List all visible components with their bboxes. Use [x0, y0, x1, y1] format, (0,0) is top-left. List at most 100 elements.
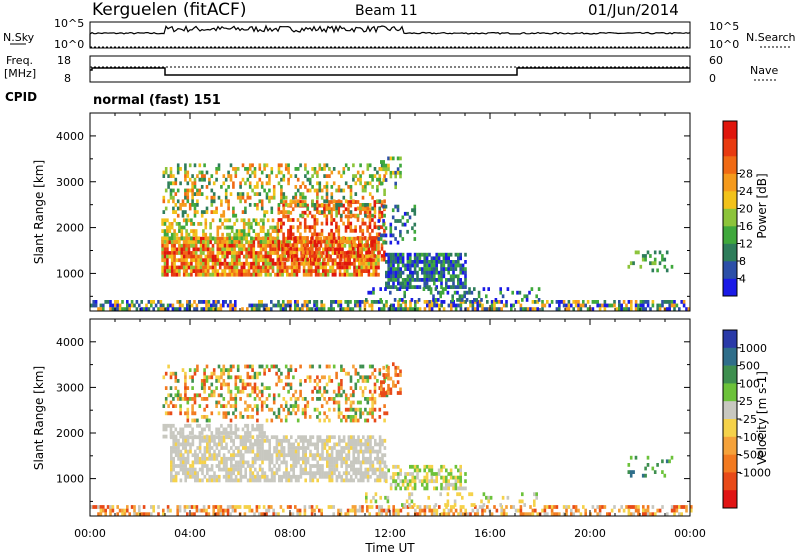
heatmap-cell: [197, 240, 200, 244]
heatmap-cell: [157, 300, 160, 304]
heatmap-cell: [670, 300, 674, 304]
heatmap-cell: [294, 239, 297, 244]
heatmap-cell: [275, 438, 279, 443]
heatmap-cell: [211, 254, 215, 259]
heatmap-cell: [533, 503, 536, 507]
heatmap-cell: [685, 508, 688, 513]
heatmap-cell: [195, 505, 199, 509]
heatmap-cell: [337, 386, 341, 390]
heatmap-cell: [404, 505, 407, 509]
nave-label: Nave: [750, 64, 778, 77]
heatmap-cell: [163, 236, 167, 241]
heatmap-cell: [394, 486, 398, 491]
heatmap-cell: [358, 300, 362, 304]
heatmap-cell: [210, 467, 214, 472]
heatmap-cell: [439, 294, 442, 299]
heatmap-cell: [216, 240, 220, 244]
heatmap-cell: [353, 251, 356, 255]
heatmap-cell: [416, 505, 419, 509]
heatmap-cell: [262, 307, 266, 311]
heatmap-cell: [391, 208, 395, 213]
heatmap-cell: [332, 505, 335, 509]
heatmap-cell: [218, 243, 222, 248]
heatmap-cell: [304, 163, 307, 168]
heatmap-cell: [423, 281, 426, 286]
heatmap-cell: [163, 254, 167, 259]
heatmap-cell: [506, 495, 510, 500]
heatmap-cell: [217, 195, 221, 200]
heatmap-cell: [333, 460, 336, 465]
heatmap-cell: [449, 468, 453, 473]
heatmap-cell: [445, 256, 448, 261]
heatmap-cell: [458, 492, 462, 497]
heatmap-cell: [284, 246, 288, 251]
heatmap-cell: [373, 174, 377, 178]
heatmap-cell: [298, 265, 301, 270]
heatmap-cell: [164, 397, 168, 401]
heatmap-cell: [244, 434, 247, 439]
heatmap-cell: [191, 379, 194, 383]
heatmap-cell: [218, 251, 222, 255]
heatmap-cell: [344, 393, 348, 398]
heatmap-cell: [399, 163, 402, 168]
heatmap-cell: [359, 467, 363, 472]
heatmap-cell: [423, 285, 426, 289]
heatmap-cell: [459, 252, 462, 257]
heatmap-cell: [392, 270, 395, 275]
heatmap-cell: [329, 265, 332, 270]
heatmap-cell: [663, 300, 667, 304]
heatmap-cell: [190, 258, 193, 263]
heatmap-cell: [558, 512, 561, 517]
heatmap-cell: [490, 300, 494, 304]
heatmap-cell: [204, 236, 208, 241]
heatmap-cell: [194, 478, 197, 483]
heatmap-cell: [266, 265, 270, 270]
heatmap-cell: [203, 464, 207, 468]
heatmap-cell: [428, 285, 431, 289]
heatmap-cell: [203, 438, 207, 443]
heatmap-cell: [211, 243, 215, 248]
heatmap-cell: [359, 236, 362, 240]
heatmap-cell: [214, 272, 217, 277]
heatmap-cell: [222, 427, 226, 432]
heatmap-cell: [238, 251, 241, 255]
heatmap-cell: [304, 435, 307, 440]
heatmap-cell: [394, 373, 397, 377]
heatmap-cell: [210, 453, 214, 458]
heatmap-cell: [459, 464, 462, 469]
heatmap-cell: [404, 303, 407, 308]
heatmap-cell: [329, 243, 332, 248]
heatmap-cell: [235, 243, 239, 248]
heatmap-cell: [206, 456, 209, 461]
heatmap-cell: [409, 256, 412, 261]
heatmap-cell: [221, 254, 224, 259]
heatmap-cell: [280, 163, 283, 168]
heatmap-cell: [403, 503, 406, 507]
heatmap-cell: [371, 243, 374, 248]
heatmap-cell: [177, 438, 180, 443]
heatmap-cell: [282, 446, 286, 450]
heatmap-cell: [485, 294, 488, 299]
heatmap-cell: [210, 307, 213, 311]
heatmap-cell: [180, 261, 184, 266]
heatmap-cell: [461, 270, 465, 275]
heatmap-cell: [356, 400, 360, 405]
heatmap-cell: [320, 393, 324, 398]
heatmap-cell: [316, 181, 319, 186]
heatmap-cell: [433, 486, 436, 491]
heatmap-cell: [452, 303, 455, 308]
heatmap-cell: [495, 307, 499, 311]
heatmap-cell: [178, 508, 182, 513]
heatmap-cell: [229, 364, 233, 369]
heatmap-cell: [591, 307, 595, 311]
heatmap-cell: [173, 236, 176, 241]
heatmap-cell: [383, 188, 386, 193]
nsky-tick-top: 10^5: [54, 17, 84, 30]
heatmap-cell: [194, 261, 198, 266]
heatmap-cell: [287, 214, 290, 219]
heatmap-cell: [370, 303, 374, 308]
heatmap-cell: [366, 435, 370, 440]
heatmap-cell: [286, 269, 289, 273]
heatmap-cell: [212, 192, 216, 196]
